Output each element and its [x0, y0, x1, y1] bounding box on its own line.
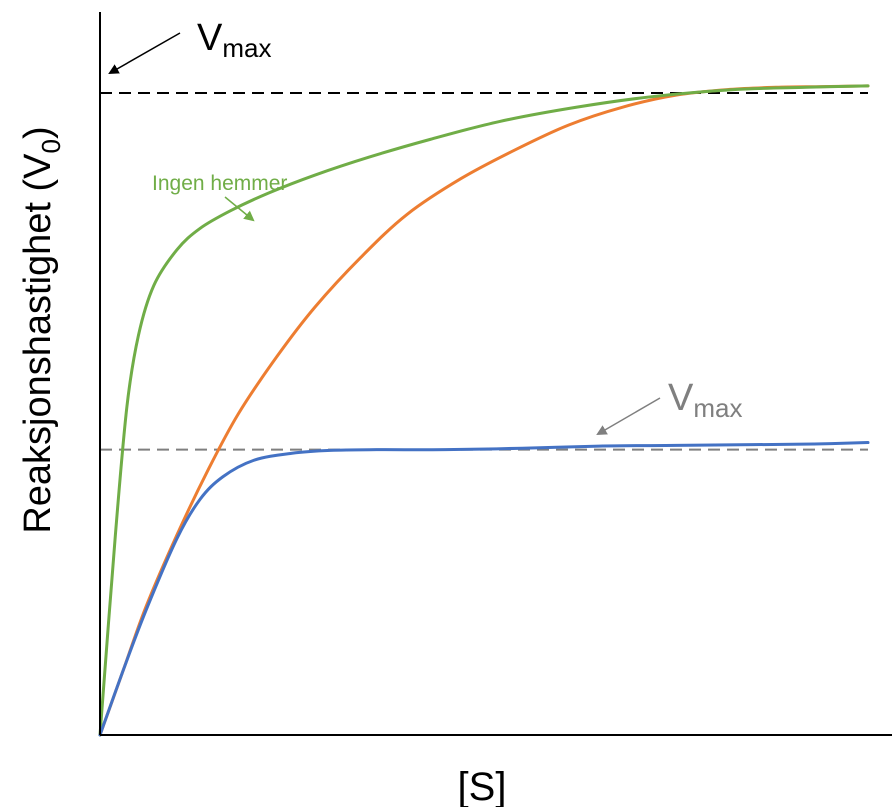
vmax-low-arrow-icon [596, 397, 661, 436]
series-group [98, 84, 870, 737]
y-axis-title: Reaksjonshastighet (V0) [17, 126, 66, 533]
series-line-blue [98, 441, 870, 737]
x-axis-title: [S] [458, 765, 507, 807]
ingen-hemmer-arrow-icon [224, 196, 255, 222]
vmax-low-label-main: V [668, 377, 694, 419]
series-line-green [98, 84, 870, 737]
y-axis-title-subscript: 0 [36, 139, 66, 153]
vmax-low-annotation: Vmax [596, 377, 742, 436]
y-axis-title-close: ) [17, 126, 59, 139]
vmax-top-annotation: Vmax [108, 17, 271, 75]
ingen-hemmer-label: Ingen hemmer [152, 172, 287, 195]
y-axis-title-main: Reaksjonshastighet (V [17, 153, 59, 534]
vmax-top-label-sub: max [222, 33, 271, 63]
vmax-low-label-sub: max [693, 393, 742, 423]
vmax-top-label: Vmax [197, 17, 271, 63]
ingen-hemmer-annotation: Ingen hemmer [152, 172, 287, 222]
vmax-low-label: Vmax [668, 377, 742, 423]
reference-lines [100, 92, 868, 451]
vmax-top-label-main: V [197, 17, 223, 59]
vmax-top-arrow-icon [108, 32, 181, 75]
